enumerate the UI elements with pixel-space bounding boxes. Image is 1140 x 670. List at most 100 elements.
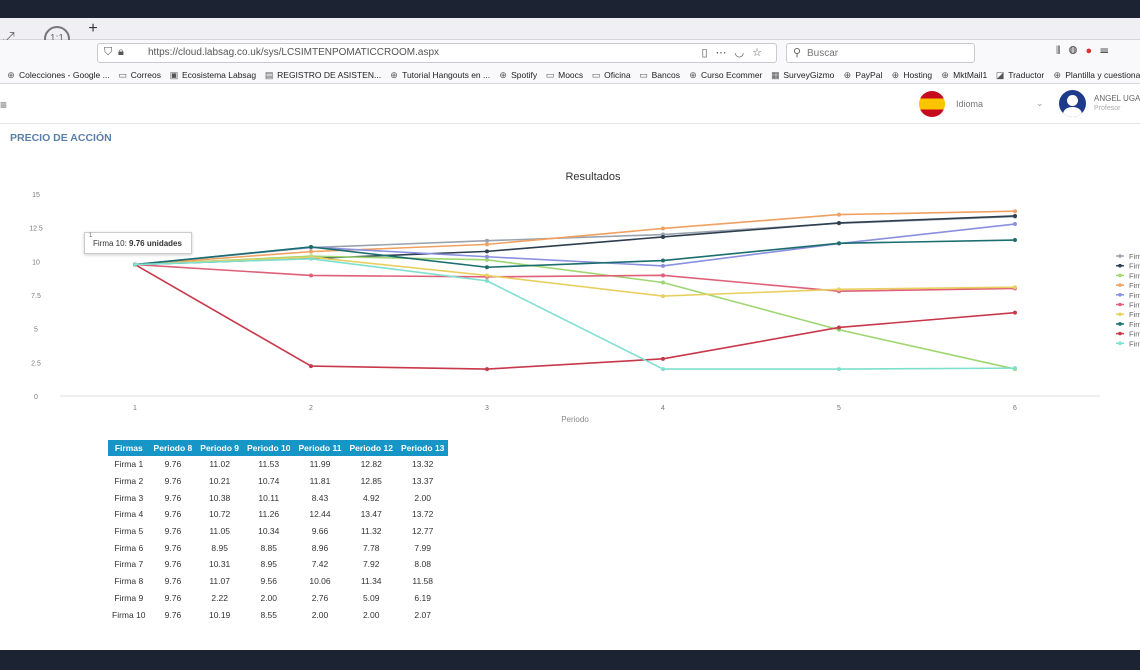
value-cell: 12.77 [412,526,434,537]
table-row: Firma 7 9.76 10.31 8.95 7.42 7.92 8.08 [108,556,448,573]
firm-name-cell: Firma 7 [114,559,144,570]
series-line [134,263,1016,293]
value-cell: 9.76 [164,459,182,470]
bookmark-item[interactable]: ⊕ Tutorial Hangouts en ... [389,70,490,80]
shield-icon[interactable]: ⛉ [104,46,113,58]
data-point [309,244,313,249]
legend-marker [1118,293,1122,297]
value-cell: 10.72 [209,509,231,520]
more-actions-icon[interactable]: ⋯ [715,47,735,59]
bookmark-item[interactable]: ⊕ PayPal [842,70,883,80]
globe-icon: ⊕ [689,69,697,80]
value-cell: 10.31 [209,559,231,570]
table-header-cell: Periodo 10 [243,440,295,456]
lock-icon[interactable]: 🔒︎ [118,46,124,58]
bookmark-item[interactable]: ▭ Moocs [545,70,583,80]
bookmark-label: Bancos [651,69,680,80]
menu-icon[interactable]: ☰ [1100,45,1117,57]
bookmark-item[interactable]: ▭ Correos [118,70,161,80]
bookmark-label: Tutorial Hangouts en ... [402,69,491,80]
firm-name-cell: Firma 10 [112,609,146,620]
value-cell: 10.06 [309,576,331,587]
bookmark-item[interactable]: ▤ REGISTRO DE ASISTEN... [264,70,381,80]
search-box[interactable]: ⚲ [786,43,975,63]
bookmark-label: Plantilla y cuestionario... [1065,69,1140,80]
library-icon[interactable]: ⫴ [1056,45,1069,57]
search-input[interactable] [807,46,967,60]
bookmark-item[interactable]: ⊕ Colecciones - Google ... [6,70,110,80]
bookmark-label: Spotify [511,69,538,80]
table-row: Firma 3 9.76 10.38 10.11 8.43 4.92 2.00 [108,489,448,506]
value-cell: 7.78 [362,542,380,553]
bookmark-item[interactable]: ◪ Traductor [995,70,1044,80]
data-point [1013,310,1017,315]
reader-icon[interactable]: ▯ [701,47,716,59]
y-tick-label: 10 [32,259,40,266]
data-point [837,220,841,225]
legend-entry: Firma 4 [1129,281,1140,290]
value-cell: 7.99 [414,542,431,553]
table-header-cell: Firmas [108,440,150,456]
bookmark-star-icon[interactable]: ☆ [752,47,770,59]
os-top-bar [0,0,1140,18]
value-cell: 11.53 [258,459,280,470]
legend-marker [1118,302,1122,307]
value-cell: 11.32 [360,526,382,537]
user-name[interactable]: ANGEL UGA [1094,94,1140,103]
globe-icon: ⊕ [891,69,900,80]
value-cell: 9.76 [164,542,182,553]
chevron-down-icon[interactable]: ⌄ [1036,98,1044,108]
value-cell: 9.76 [164,526,182,537]
address-bar-actions: ▯⋯◡☆ [701,46,770,59]
value-cell: 12.85 [360,476,382,487]
x-tick-label: 2 [309,405,313,412]
legend-marker [1118,312,1122,316]
bookmark-item[interactable]: ⊕ Spotify [498,70,537,80]
x-tick-label: 1 [133,405,137,412]
bookmark-item[interactable]: ⊕ Hosting [890,69,933,80]
bookmark-label: SurveyGizmo [783,69,835,80]
data-point [1013,238,1017,243]
browser-tab-strip: + [0,18,1140,40]
value-cell: 8.43 [311,492,329,503]
bookmark-item[interactable]: ⊕ Curso Ecommer [688,70,762,80]
y-tick-label: 0 [34,394,38,401]
bookmark-item[interactable]: ⊕ MktMail1 [940,70,987,80]
legend-marker [1118,341,1122,346]
table-header-cell: Periodo 9 [196,440,244,456]
extension-icon[interactable]: ◍ [1068,45,1086,57]
bookmark-item[interactable]: ▭ Bancos [639,70,680,80]
value-cell: 12.82 [360,459,382,470]
new-tab-button[interactable]: + [88,20,98,37]
hamburger-menu-icon[interactable]: ≡ [0,98,8,112]
bookmark-label: Hosting [903,69,933,80]
bookmark-item[interactable]: ▭ Oficina [591,70,631,80]
value-cell: 2.00 [362,609,380,620]
data-point [837,325,841,330]
user-avatar[interactable] [1059,90,1086,117]
firm-name-cell: Firma 4 [114,509,144,520]
spain-flag-icon[interactable] [919,91,945,117]
data-point [1013,285,1017,290]
value-cell: 10.74 [258,476,280,487]
block-icon[interactable]: ● [1085,45,1101,57]
bookmark-item[interactable]: ▣ Ecosistema Labsag [169,70,256,80]
data-point [485,367,489,372]
pocket-icon[interactable]: ◡ [734,47,753,59]
x-axis-label: Periodo [561,415,589,424]
language-select[interactable]: Idioma [956,99,984,109]
value-cell: 11.07 [209,576,230,587]
table-row: Firma 1 9.76 11.02 11.53 11.99 12.82 13.32 [108,456,448,473]
data-point [1013,366,1017,371]
address-bar[interactable]: ⛉ 🔒︎ https://cloud.labsag.co.uk/sys/LCSI… [97,43,777,63]
value-cell: 13.37 [412,476,434,487]
bookmark-item[interactable]: ▦ SurveyGizmo [770,70,834,80]
folder-icon: ▭ [545,69,555,80]
value-cell: 8.85 [260,542,278,553]
url-text[interactable]: https://cloud.labsag.co.uk/sys/LCSIMTENP… [148,47,440,58]
value-cell: 2.00 [260,592,278,603]
data-point [485,273,489,278]
data-point [485,254,489,259]
value-cell: 4.92 [362,492,380,503]
bookmark-item[interactable]: ⊕Plantilla y cuestionario... [1052,70,1140,80]
